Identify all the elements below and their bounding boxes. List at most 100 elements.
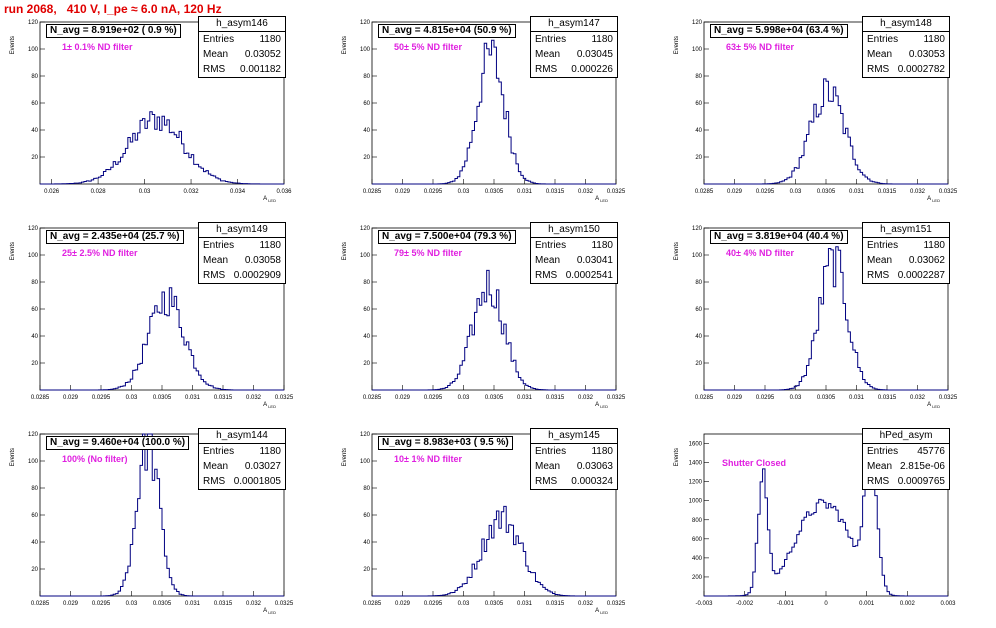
y-tick-label: 400 [692,556,703,562]
x-axis-title: A LED [263,196,276,203]
stats-label: Entries [867,34,899,45]
x-tick-label: 0.0305 [485,395,504,401]
stats-label: RMS [535,270,558,281]
stats-row: Entries 1180 [863,238,949,253]
x-axis-title: A LED [927,196,940,203]
y-tick-label: 40 [31,334,38,340]
x-tick-label: 0.0295 [424,395,443,401]
histogram-pad-h_asym151: 0.0285 0.029 0.0295 0.03 0.0305 0.031 0.0315 0.… [664,218,992,422]
x-tick-label: 0.0305 [153,395,172,401]
x-tick-label: 0.0315 [878,189,897,195]
stats-value: 0.03027 [244,461,281,472]
stats-label: Mean [203,461,229,472]
y-axis-title: Events [674,448,680,466]
x-tick-label: 0.029 [395,189,411,195]
stats-label: Mean [867,255,893,266]
y-tick-label: 100 [360,459,371,465]
histogram-name: h_asym150 [531,223,617,238]
stats-label: Mean [535,255,561,266]
x-tick-label: 0.029 [63,395,79,401]
histogram-line [40,287,284,391]
n-avg-label: N_avg = 2.435e+04 (25.7 %) [46,230,184,244]
histogram-plot: 0.0285 0.029 0.0295 0.03 0.0305 0.031 0.0315 0.… [342,432,626,615]
x-tick-label: 0.0305 [485,189,504,195]
y-axis-title: Events [10,448,16,466]
x-axis-title: A LED [263,402,276,409]
x-tick-label: 0.0295 [756,395,775,401]
y-tick-label: 800 [692,518,703,524]
histogram-line [704,246,948,391]
x-tick-label: 0.0305 [817,189,836,195]
x-tick-label: 0.0325 [939,189,958,195]
x-tick-label: 0.029 [727,189,743,195]
x-axis-title: A LED [927,402,940,409]
stats-value: 0.0009765 [897,476,945,487]
x-tick-label: 0.0325 [607,601,626,607]
x-tick-label: 0.0285 [363,189,382,195]
y-tick-label: 40 [363,334,370,340]
y-tick-label: 20 [31,361,38,367]
n-avg-label: N_avg = 7.500e+04 (79.3 %) [378,230,516,244]
stats-box: h_asym145 Entries 1180 Mean 0.03063 RMS 0.0003… [530,428,618,490]
filter-label: 40± 4% ND filter [726,248,794,258]
y-tick-label: 60 [695,101,702,107]
y-tick-label: 100 [28,459,39,465]
y-tick-label: 60 [363,101,370,107]
histogram-plot: 0.0285 0.029 0.0295 0.03 0.0305 0.031 0.0315 0.… [10,432,294,615]
y-tick-label: 40 [363,540,370,546]
stats-box: h_asym150 Entries 1180 Mean 0.03041 RMS 0.0002… [530,222,618,284]
n-avg-label: N_avg = 8.919e+02 ( 0.9 %) [46,24,181,38]
n-avg-label: N_avg = 9.460e+04 (100.0 %) [46,436,190,450]
x-tick-label: 0.032 [184,189,200,195]
x-tick-label: 0.0305 [485,601,504,607]
y-tick-label: 120 [28,20,39,26]
stats-row: RMS 0.0009765 [863,474,949,489]
y-tick-label: 80 [363,280,370,286]
stats-label: Entries [535,240,567,251]
stats-label: Mean [535,461,561,472]
y-tick-label: 100 [692,47,703,53]
x-axis-title: A LED [595,402,608,409]
y-axis-title: Events [10,242,16,260]
stats-row: RMS 0.001182 [199,62,285,77]
stats-box: h_asym144 Entries 1180 Mean 0.03027 RMS 0.0001… [198,428,286,490]
x-tick-label: 0.0295 [92,395,111,401]
stats-row: RMS 0.000324 [531,474,617,489]
stats-row: Mean 0.03052 [199,47,285,62]
x-axis-title: A LED [595,608,608,615]
filter-label: 10± 1% ND filter [394,454,462,464]
stats-label: Entries [203,240,235,251]
stats-row: RMS 0.0002287 [863,268,949,283]
stats-value: 1180 [259,34,281,45]
stats-row: Entries 1180 [199,238,285,253]
y-tick-label: 100 [360,47,371,53]
x-axis-title: A LED [595,196,608,203]
stats-value: 0.0001805 [233,476,281,487]
histogram-name: hPed_asym [863,429,949,444]
x-tick-label: 0.032 [578,601,594,607]
y-axis-title: Events [342,242,348,260]
n-avg-label: N_avg = 5.998e+04 (63.4 %) [710,24,848,38]
stats-row: Mean 0.03058 [199,253,285,268]
y-tick-label: 80 [31,280,38,286]
x-tick-label: -0.003 [695,601,713,607]
x-tick-label: 0.031 [517,395,533,401]
x-tick-label: 0.0285 [695,189,714,195]
filter-label: Shutter Closed [722,458,787,468]
histogram-plot: 0.0285 0.029 0.0295 0.03 0.0305 0.031 0.0315 0.… [674,20,958,203]
stats-value: 0.03053 [908,49,945,60]
stats-label: RMS [867,270,890,281]
x-tick-label: 0.0325 [275,601,294,607]
y-tick-label: 120 [360,226,371,232]
x-tick-label: 0.0315 [214,601,233,607]
stats-value: 0.03045 [576,49,613,60]
stats-row: Mean 0.03063 [531,459,617,474]
y-tick-label: 20 [31,155,38,161]
stats-label: RMS [203,270,226,281]
histogram-line [372,39,616,185]
x-tick-label: 0.0315 [546,395,565,401]
y-tick-label: 1200 [689,480,703,486]
stats-row: Mean 0.03053 [863,47,949,62]
y-tick-label: 120 [28,432,39,438]
stats-row: Mean 2.815e-06 [863,459,949,474]
